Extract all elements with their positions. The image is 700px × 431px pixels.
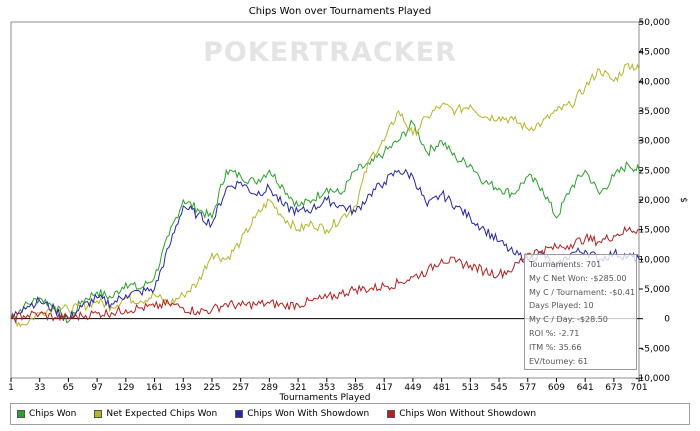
y-tick-label: 25,000 bbox=[639, 166, 671, 176]
legend-label: Chips Won With Showdown bbox=[247, 409, 370, 419]
tooltip-line: EV/tourney: 61 bbox=[529, 356, 589, 366]
x-axis-label: Tournaments Played bbox=[278, 393, 370, 403]
legend-label: Net Expected Chips Won bbox=[106, 409, 218, 419]
x-tick-label: 33 bbox=[34, 383, 45, 393]
legend-label: Chips Won Without Showdown bbox=[399, 409, 537, 419]
x-tick-label: 161 bbox=[146, 383, 163, 393]
x-tick-label: 641 bbox=[577, 383, 594, 393]
legend-item-net-expected[interactable]: Net Expected Chips Won bbox=[94, 409, 217, 419]
x-tick-label: 701 bbox=[630, 383, 647, 393]
legend-swatch bbox=[235, 410, 244, 418]
legend: Chips Won Net Expected Chips Won Chips W… bbox=[10, 403, 690, 425]
y-tick-label: 40,000 bbox=[639, 77, 671, 87]
x-tick-label: 481 bbox=[433, 383, 450, 393]
y-tick-label: 0 bbox=[664, 315, 670, 325]
series-line-0 bbox=[10, 119, 640, 324]
x-tick-label: 513 bbox=[462, 383, 479, 393]
x-tick-label: 129 bbox=[117, 383, 134, 393]
x-tick-label: 385 bbox=[347, 383, 364, 393]
x-tick-label: 545 bbox=[490, 383, 507, 393]
y-tick-label: 20,000 bbox=[639, 196, 671, 206]
legend-swatch bbox=[387, 410, 396, 418]
x-tick-label: 65 bbox=[63, 383, 74, 393]
legend-item-with-showdown[interactable]: Chips Won With Showdown bbox=[235, 409, 369, 419]
tooltip-line: ITM %: 35.66 bbox=[529, 342, 582, 352]
x-tick-label: 97 bbox=[91, 383, 102, 393]
y-axis-label: $ bbox=[678, 197, 688, 203]
series-line-1 bbox=[10, 62, 640, 328]
tooltip: Tournaments: 701 My C Net Won: -$285.00 … bbox=[524, 254, 637, 370]
chart-title: Chips Won over Tournaments Played bbox=[249, 6, 431, 17]
y-tick-label: 15,000 bbox=[639, 226, 671, 236]
legend-item-without-showdown[interactable]: Chips Won Without Showdown bbox=[387, 409, 536, 419]
x-tick-label: 257 bbox=[232, 383, 249, 393]
x-tick-label: 225 bbox=[203, 383, 220, 393]
legend-swatch bbox=[17, 410, 25, 418]
x-tick-label: 449 bbox=[404, 383, 421, 393]
series-line-3 bbox=[10, 225, 640, 324]
y-tick-label: 5,000 bbox=[644, 285, 670, 295]
tooltip-line: Tournaments: 701 bbox=[529, 260, 602, 269]
y-tick-label: 30,000 bbox=[639, 137, 671, 147]
watermark: POKERTRACKER bbox=[203, 37, 457, 68]
y-tick-label: 35,000 bbox=[639, 107, 671, 117]
x-tick-label: 577 bbox=[519, 383, 536, 393]
x-tick-label: 673 bbox=[605, 383, 622, 393]
x-tick-label: 609 bbox=[548, 383, 565, 393]
legend-swatch bbox=[94, 410, 103, 418]
y-tick-label: 10,000 bbox=[639, 255, 671, 265]
y-tick-label: -10,000 bbox=[635, 374, 670, 384]
legend-item-chips-won[interactable]: Chips Won bbox=[17, 409, 76, 419]
tooltip-line: My C / Tournament: -$0.41 bbox=[529, 287, 636, 297]
tooltip-line: My C / Day: -$28.50 bbox=[529, 315, 608, 325]
x-tick-label: 417 bbox=[376, 383, 393, 393]
x-tick-label: 289 bbox=[261, 383, 278, 393]
y-axis: -10,000 -5,000 0 5,000 10,000 15,000 20,000 25,… bbox=[635, 18, 670, 384]
legend-label: Chips Won bbox=[29, 409, 77, 419]
x-tick-label: 1 bbox=[8, 383, 14, 393]
y-tick-label: 45,000 bbox=[639, 48, 671, 58]
x-axis: 1 33 65 97 129 161 193 225 257 289 321 353 385 417 449… bbox=[8, 378, 648, 393]
tooltip-line: Days Played: 10 bbox=[529, 301, 594, 311]
x-tick-label: 321 bbox=[289, 383, 306, 393]
y-tick-label: 50,000 bbox=[639, 18, 671, 28]
x-tick-label: 353 bbox=[318, 383, 335, 393]
x-tick-label: 193 bbox=[175, 383, 192, 393]
tooltip-line: My C Net Won: -$285.00 bbox=[529, 273, 627, 283]
y-tick-label: -5,000 bbox=[641, 344, 670, 354]
tooltip-line: ROI %: -2.71 bbox=[529, 328, 580, 338]
